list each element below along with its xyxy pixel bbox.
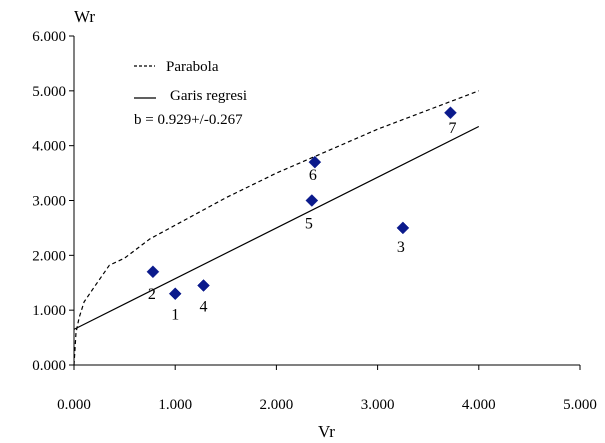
data-point-label-4: 4 <box>200 298 208 315</box>
x-tick-label: 2.000 <box>260 397 294 413</box>
data-point-label-5: 5 <box>305 216 313 233</box>
data-point-1 <box>168 287 182 301</box>
x-tick-label: 5.000 <box>563 397 597 413</box>
data-point-3 <box>396 221 410 235</box>
x-axis-title: Vr <box>318 422 335 441</box>
data-points: 12 3 4 5 6 7 <box>146 106 457 324</box>
legend-parabola-label: Parabola <box>166 59 219 75</box>
y-tick-label: 0.000 <box>32 358 66 374</box>
x-axis-ticks: 0.000 1.000 2.000 3.000 4.000 5.000 <box>57 365 597 413</box>
x-tick-label: 1.000 <box>158 397 192 413</box>
parabola-curve <box>73 90 480 366</box>
regression-line <box>73 125 480 330</box>
y-tick-label: 4.000 <box>32 139 66 155</box>
data-point-2 <box>146 265 160 279</box>
chart-lines <box>73 90 480 366</box>
regression-annotation: b = 0.929+/-0.267 <box>134 112 243 128</box>
data-point-label-1: 1 <box>171 307 179 324</box>
y-tick-label: 2.000 <box>32 248 66 264</box>
x-tick-label: 4.000 <box>462 397 496 413</box>
data-point-label-6: 6 <box>309 167 317 184</box>
legend: Parabola Garis regresi b = 0.929+/-0.267 <box>134 59 247 128</box>
data-point-label-2: 2 <box>148 286 156 303</box>
x-tick-label: 0.000 <box>57 397 91 413</box>
y-axis-ticks: 0.000 1.000 2.000 3.000 4.000 5.000 6.000 <box>32 29 74 374</box>
data-point-5 <box>305 194 319 207</box>
y-tick-label: 5.000 <box>32 84 66 100</box>
x-tick-label: 3.000 <box>361 397 395 413</box>
y-tick-label: 3.000 <box>32 194 66 210</box>
data-point-label-3: 3 <box>397 239 405 256</box>
data-point-7 <box>444 106 457 120</box>
legend-regression-label: Garis regresi <box>170 88 247 104</box>
y-tick-label: 6.000 <box>32 29 66 45</box>
axes <box>73 36 580 366</box>
data-point-4 <box>197 279 210 292</box>
data-point-label-7: 7 <box>448 120 456 137</box>
y-axis-title: Wr <box>74 7 95 26</box>
y-tick-label: 1.000 <box>32 303 66 319</box>
data-point-6 <box>308 155 322 169</box>
